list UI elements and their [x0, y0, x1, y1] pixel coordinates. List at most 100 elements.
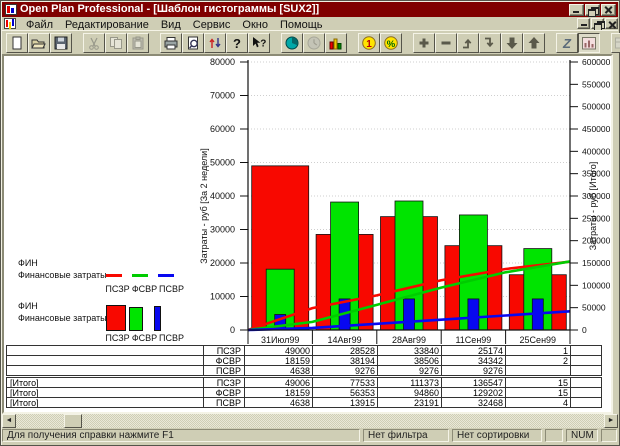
value-cell[interactable]: 18159 [245, 356, 313, 365]
value-cell[interactable]: 111373 [378, 378, 442, 387]
new-file-button[interactable] [6, 32, 28, 53]
print-preview-button[interactable] [182, 32, 204, 53]
value-cell[interactable]: 4 [506, 398, 571, 407]
add-icon [416, 36, 432, 50]
toolbar-group-1 [83, 32, 149, 53]
row-group-cell[interactable] [7, 356, 204, 365]
percent-button[interactable]: % [380, 32, 402, 53]
histogram-view-button[interactable] [578, 32, 600, 53]
value-cell[interactable]: 9276 [313, 366, 378, 375]
toolbar-group-4: 1% [358, 32, 402, 53]
toolbar-group-2: ?? [160, 32, 270, 53]
print-button[interactable] [160, 32, 182, 53]
menu-window[interactable]: Окно [242, 18, 268, 31]
add-button[interactable] [413, 32, 435, 53]
value-cell-clipped[interactable] [571, 356, 601, 365]
row-code-cell[interactable]: ФСВР [204, 356, 245, 365]
legend-swatches [106, 274, 184, 277]
value-cell[interactable]: 34342 [442, 356, 506, 365]
context-help-icon: ? [251, 36, 267, 50]
row-code-cell[interactable]: ПСЗР [204, 378, 245, 387]
row-code-cell[interactable]: ПСВР [204, 366, 245, 375]
row-code-cell[interactable]: ПСВР [204, 398, 245, 407]
subtract-button[interactable] [435, 32, 457, 53]
value-cell[interactable]: 4638 [245, 398, 313, 407]
menu-service[interactable]: Сервис [192, 18, 231, 31]
menu-view[interactable]: Вид [160, 18, 181, 31]
value-cell[interactable]: 13915 [313, 398, 378, 407]
z-view-button[interactable]: Z [556, 32, 578, 53]
horizontal-scrollbar[interactable] [2, 414, 618, 428]
value-cell[interactable]: 4638 [245, 366, 313, 375]
value-cell[interactable]: 136547 [442, 378, 506, 387]
close-button[interactable] [601, 3, 616, 16]
paste-icon [130, 36, 146, 50]
row-group-cell[interactable]: [Итого] [7, 398, 204, 407]
open-file-button[interactable] [28, 32, 50, 53]
value-cell[interactable]: 23191 [378, 398, 442, 407]
value-cell-clipped[interactable] [571, 378, 601, 387]
document-icon[interactable] [4, 18, 16, 29]
value-cell[interactable]: 28528 [313, 346, 378, 355]
row-code-cell[interactable]: ПСЗР [204, 346, 245, 355]
pie-chart-button[interactable] [281, 32, 303, 53]
value-cell[interactable]: 25174 [442, 346, 506, 355]
move-down-button[interactable] [501, 32, 523, 53]
restore-button[interactable] [585, 3, 600, 17]
value-cell[interactable]: 49000 [245, 346, 313, 355]
value-cell[interactable]: 38194 [313, 356, 378, 365]
histogram-button[interactable] [325, 32, 347, 53]
histogram-view-icon [581, 36, 597, 50]
value-cell[interactable]: 129202 [442, 388, 506, 397]
scroll-left-icon[interactable] [2, 414, 16, 428]
status-filter: Нет фильтра [363, 429, 449, 442]
row-code-cell[interactable]: ФСВР [204, 388, 245, 397]
child-minimize-button[interactable] [577, 18, 590, 29]
value-cell[interactable]: 38506 [378, 356, 442, 365]
print-icon [163, 36, 179, 50]
menu-file[interactable]: Файл [26, 18, 54, 31]
value-cell[interactable]: 33840 [378, 346, 442, 355]
value-cell[interactable]: 49006 [245, 378, 313, 387]
menu-help[interactable]: Помощь [279, 18, 323, 31]
menu-edit[interactable]: Редактирование [65, 18, 149, 31]
child-close-button[interactable] [605, 18, 618, 29]
row-group-cell[interactable]: [Итого] [7, 388, 204, 397]
child-restore-button[interactable] [591, 18, 605, 31]
value-cell[interactable]: 32468 [442, 398, 506, 407]
value-cell[interactable]: 9276 [378, 366, 442, 375]
sort-levels-button[interactable] [204, 32, 226, 53]
value-cell[interactable]: 15 [506, 388, 571, 397]
minimize-button[interactable] [569, 3, 584, 16]
menu-bar: Файл Редактирование Вид Сервис Окно Помощь [2, 17, 618, 31]
legend-swatch-ПСЗР [106, 274, 122, 277]
help-button[interactable]: ? [226, 32, 248, 53]
context-help-button[interactable]: ? [248, 32, 270, 53]
demote-button[interactable] [479, 32, 501, 53]
row-group-cell[interactable]: [Итого] [7, 378, 204, 387]
legend-swatch-ПСЗР [106, 305, 126, 331]
value-cell[interactable]: 94860 [378, 388, 442, 397]
value-cell-clipped[interactable] [571, 388, 601, 397]
value-cell[interactable] [506, 366, 571, 375]
row-group-cell[interactable] [7, 366, 204, 375]
value-cell-clipped[interactable] [571, 366, 601, 375]
value-cell[interactable]: 1 [506, 346, 571, 355]
line-ПСВР [Итого] [247, 310, 571, 332]
move-up-button[interactable] [523, 32, 545, 53]
promote-button[interactable] [457, 32, 479, 53]
value-cell[interactable]: 18159 [245, 388, 313, 397]
value-cell[interactable]: 15 [506, 378, 571, 387]
row-group-cell[interactable] [7, 346, 204, 355]
value-cell-clipped[interactable] [571, 398, 601, 407]
value-cell[interactable]: 9276 [442, 366, 506, 375]
value-cell[interactable]: 2 [506, 356, 571, 365]
scroll-right-icon[interactable] [604, 414, 618, 428]
scrollbar-thumb[interactable] [64, 414, 82, 428]
app-icon[interactable] [5, 4, 17, 15]
value-cell[interactable]: 56353 [313, 388, 378, 397]
currency-1-button[interactable]: 1 [358, 32, 380, 53]
value-cell-clipped[interactable] [571, 346, 601, 355]
save-file-button[interactable] [50, 32, 72, 53]
value-cell[interactable]: 77533 [313, 378, 378, 387]
